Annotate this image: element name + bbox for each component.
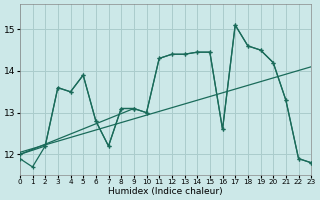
X-axis label: Humidex (Indice chaleur): Humidex (Indice chaleur)	[108, 187, 223, 196]
